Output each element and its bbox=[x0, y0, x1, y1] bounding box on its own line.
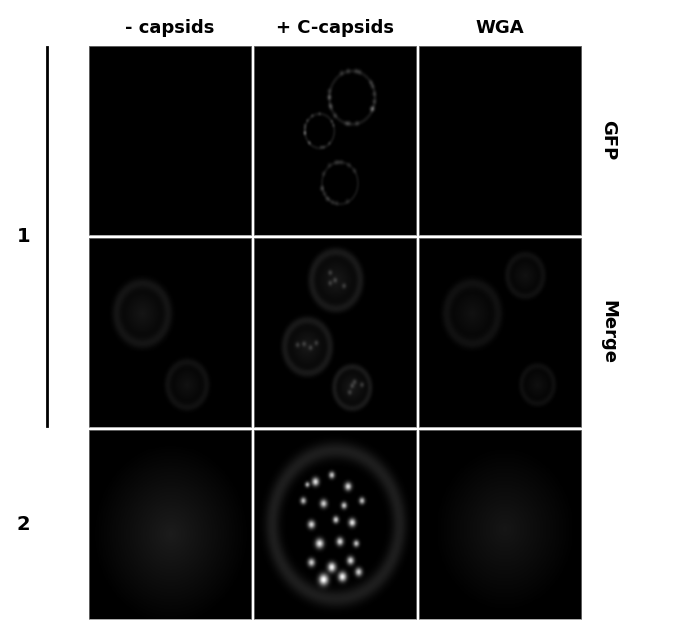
Text: - capsids: - capsids bbox=[125, 19, 215, 37]
Text: GFP: GFP bbox=[599, 120, 617, 160]
Text: WGA: WGA bbox=[475, 19, 524, 37]
Text: 2: 2 bbox=[17, 515, 30, 534]
Text: + C-capsids: + C-capsids bbox=[276, 19, 394, 37]
Text: 1: 1 bbox=[17, 227, 30, 246]
Text: Merge: Merge bbox=[599, 300, 617, 365]
